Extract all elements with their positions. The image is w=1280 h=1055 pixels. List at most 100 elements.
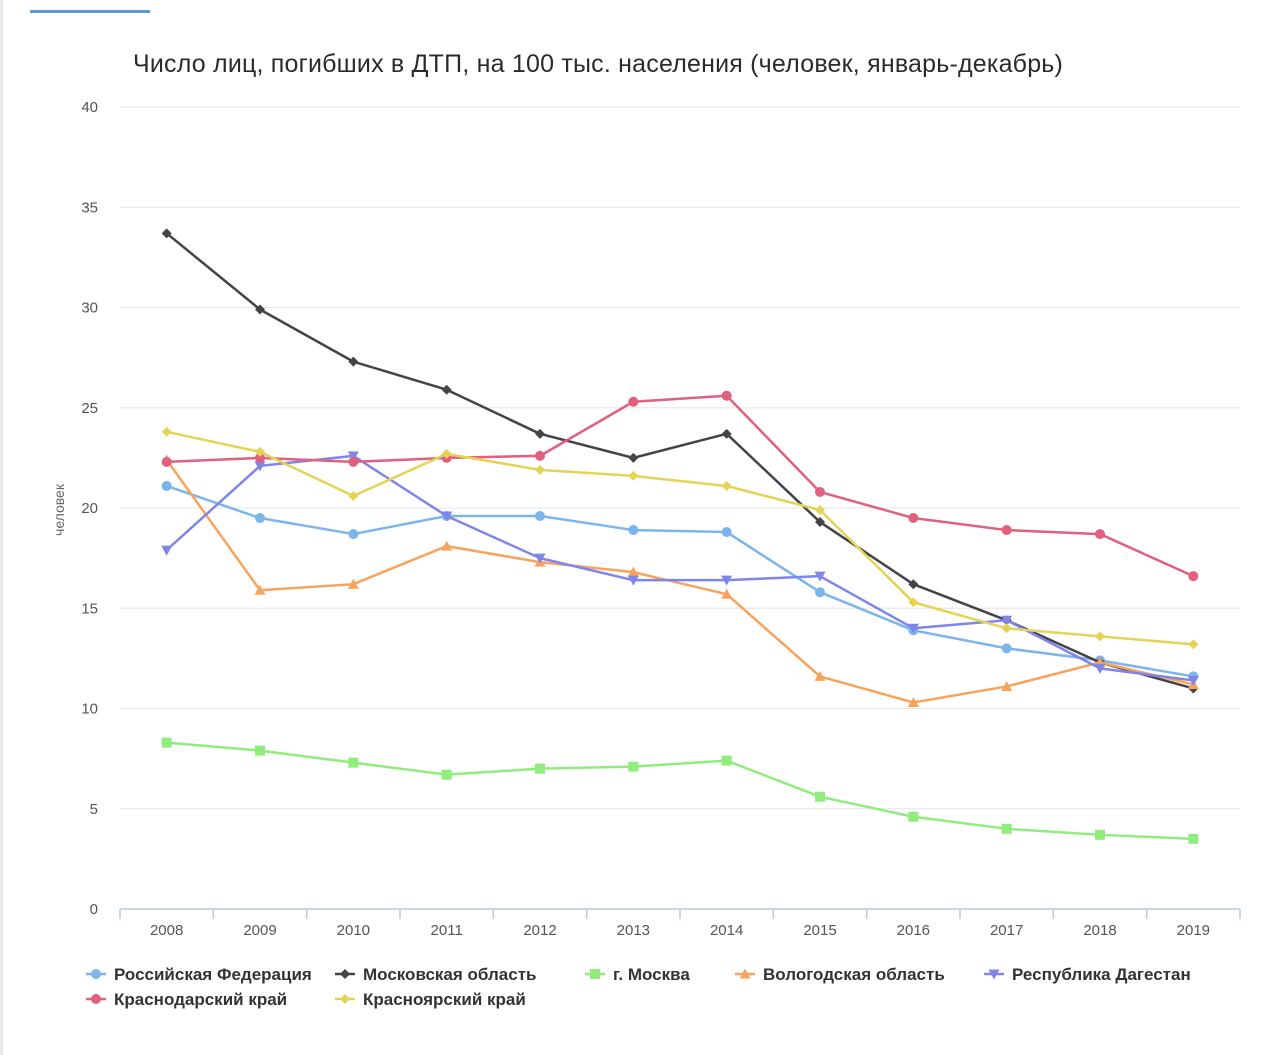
legend-label: Вологодская область bbox=[763, 965, 945, 984]
data-point bbox=[161, 426, 172, 437]
data-point bbox=[441, 511, 453, 522]
data-point bbox=[1188, 571, 1199, 582]
data-point bbox=[441, 448, 452, 459]
data-point bbox=[161, 737, 172, 748]
data-point bbox=[721, 390, 732, 401]
y-tick-label: 35 bbox=[81, 199, 98, 216]
x-tick-label: 2008 bbox=[150, 922, 183, 939]
data-point bbox=[1187, 675, 1199, 686]
y-tick-label: 20 bbox=[81, 500, 98, 517]
series-lines bbox=[161, 228, 1199, 844]
data-point bbox=[1001, 615, 1013, 626]
data-point bbox=[254, 461, 266, 472]
data-point bbox=[1188, 639, 1199, 650]
data-point bbox=[908, 579, 919, 590]
x-tick-label: 2014 bbox=[710, 922, 743, 939]
data-point bbox=[908, 597, 919, 608]
data-point bbox=[161, 480, 172, 491]
legend-item[interactable]: Краснодарский край bbox=[86, 990, 287, 1009]
y-tick-label: 40 bbox=[81, 99, 98, 116]
data-point bbox=[534, 553, 546, 564]
legend-marker bbox=[590, 969, 600, 979]
data-point bbox=[721, 428, 732, 439]
legend-label: Республика Дагестан bbox=[1012, 965, 1191, 984]
data-point bbox=[348, 456, 359, 467]
data-point bbox=[815, 587, 825, 598]
data-point bbox=[255, 513, 265, 524]
data-point bbox=[628, 470, 639, 481]
series-line bbox=[165, 741, 1195, 841]
legend-label: Краснодарский край bbox=[114, 990, 287, 1009]
series-6 bbox=[161, 390, 1199, 582]
data-point bbox=[535, 763, 545, 774]
x-axis-ticks: 2008 2009 2010 2011 2012 2013 2014 2015 2016 2017… bbox=[150, 922, 1210, 939]
data-point bbox=[348, 529, 359, 540]
y-tick-label: 25 bbox=[81, 400, 98, 417]
data-point bbox=[627, 575, 639, 586]
series-line bbox=[165, 430, 1195, 646]
legend-marker bbox=[988, 969, 1000, 980]
legend-item[interactable]: Московская область bbox=[335, 965, 536, 984]
legend-marker bbox=[91, 994, 101, 1004]
legend-label: Красноярский край bbox=[363, 990, 526, 1009]
legend-item[interactable]: Республика Дагестан bbox=[984, 965, 1191, 984]
data-point bbox=[721, 755, 732, 766]
data-point bbox=[1001, 823, 1012, 834]
y-axis-title: человек bbox=[51, 483, 67, 536]
data-point bbox=[1001, 525, 1012, 536]
data-point bbox=[721, 527, 732, 538]
chart-title: Число лиц, погибших в ДТП, на 100 тыс. н… bbox=[133, 50, 1064, 78]
series-line bbox=[165, 394, 1195, 578]
data-point bbox=[815, 517, 825, 528]
data-point bbox=[255, 452, 265, 463]
series-line bbox=[165, 484, 1195, 678]
data-point bbox=[628, 525, 639, 536]
x-tick-label: 2011 bbox=[431, 922, 463, 939]
data-point bbox=[907, 623, 919, 634]
page-left-edge bbox=[0, 0, 3, 1055]
data-point bbox=[1001, 680, 1013, 691]
legend-item[interactable]: Российская Федерация bbox=[86, 965, 312, 984]
data-point bbox=[255, 745, 265, 756]
legend-item[interactable]: г. Москва bbox=[585, 965, 690, 984]
data-point bbox=[348, 356, 359, 367]
data-point bbox=[1095, 631, 1105, 642]
y-tick-label: 10 bbox=[81, 701, 98, 718]
data-point bbox=[161, 545, 173, 556]
data-point bbox=[628, 761, 639, 772]
series-line bbox=[165, 454, 1195, 682]
data-point bbox=[1095, 829, 1105, 840]
legend-label: Московская область bbox=[363, 965, 536, 984]
data-point bbox=[721, 588, 733, 599]
data-point bbox=[535, 428, 545, 439]
data-point bbox=[1095, 529, 1105, 540]
y-tick-label: 15 bbox=[81, 600, 98, 617]
data-point bbox=[815, 791, 825, 802]
legend-item[interactable]: Красноярский край bbox=[335, 990, 526, 1009]
legend-label: Российская Федерация bbox=[114, 965, 312, 984]
x-axis bbox=[119, 908, 1241, 919]
y-tick-label: 0 bbox=[90, 901, 98, 918]
x-tick-label: 2009 bbox=[243, 922, 276, 939]
data-point bbox=[347, 578, 359, 589]
data-point bbox=[347, 451, 359, 462]
data-point bbox=[908, 811, 919, 822]
data-point bbox=[1188, 833, 1199, 844]
legend-marker bbox=[340, 994, 350, 1004]
legend-item[interactable]: Вологодская область bbox=[735, 965, 945, 984]
legend[interactable]: Российская Федерация Московская область г.… bbox=[86, 965, 1191, 1009]
data-point bbox=[348, 490, 359, 501]
data-point bbox=[535, 511, 545, 522]
data-point bbox=[1001, 643, 1012, 654]
data-point bbox=[721, 480, 732, 491]
y-tick-label: 30 bbox=[81, 300, 98, 317]
x-tick-label: 2010 bbox=[337, 922, 370, 939]
data-point bbox=[721, 575, 733, 586]
data-point bbox=[1094, 663, 1106, 674]
series-5 bbox=[161, 451, 1199, 686]
data-point bbox=[815, 505, 825, 516]
data-point bbox=[815, 486, 825, 497]
data-point bbox=[255, 446, 265, 457]
data-point bbox=[814, 571, 826, 582]
data-point bbox=[1001, 623, 1012, 634]
